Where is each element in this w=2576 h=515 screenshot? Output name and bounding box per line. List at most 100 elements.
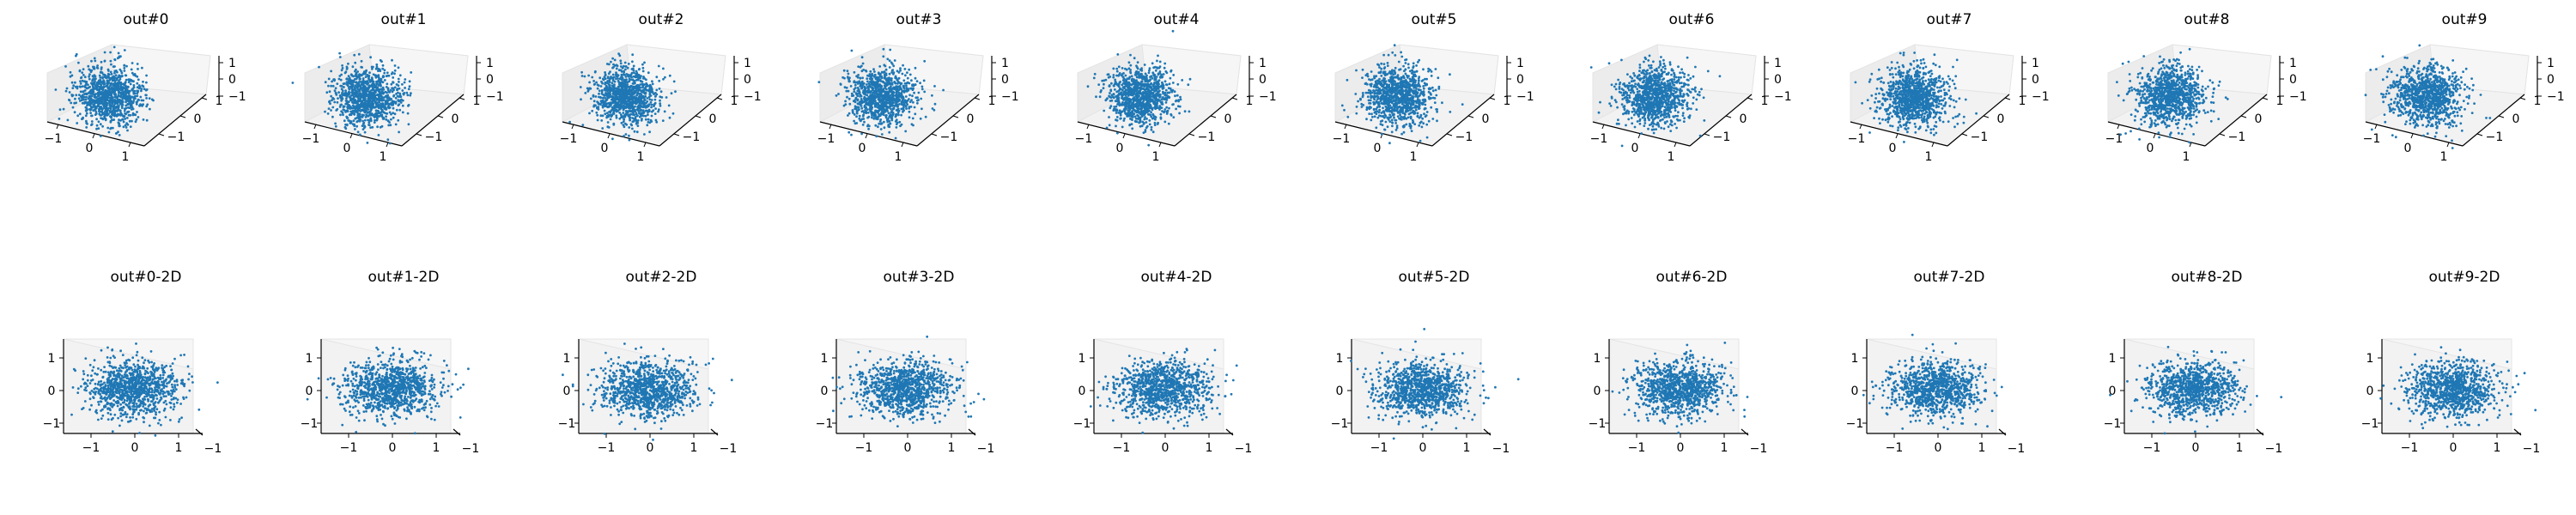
data-point <box>79 80 82 83</box>
data-point <box>404 78 407 81</box>
data-point <box>108 104 112 106</box>
data-point <box>386 119 390 123</box>
y-tick-mark <box>931 133 938 136</box>
data-point <box>111 99 114 102</box>
data-point <box>635 114 639 118</box>
data-point <box>89 97 92 100</box>
data-point <box>660 96 664 99</box>
data-point <box>1164 101 1168 104</box>
data-point <box>1113 106 1116 108</box>
data-point <box>408 85 411 88</box>
data-point <box>95 118 98 121</box>
data-point <box>1117 92 1121 95</box>
x-tick-mark <box>313 124 317 130</box>
data-point <box>902 79 906 82</box>
data-point <box>888 72 891 76</box>
z-tick-label: −1 <box>228 90 246 104</box>
data-point <box>628 126 631 129</box>
data-point <box>345 100 349 104</box>
z-tick-label: 0 <box>1259 73 1267 87</box>
data-point <box>364 110 368 113</box>
data-point <box>857 74 860 76</box>
data-point <box>853 80 856 82</box>
data-point <box>855 81 859 84</box>
data-point <box>907 88 910 92</box>
data-point <box>82 102 86 105</box>
data-point <box>354 75 357 77</box>
x-axis-line <box>46 121 145 147</box>
data-point <box>636 83 640 87</box>
data-point <box>112 84 115 88</box>
data-point <box>398 103 401 106</box>
data-point <box>605 94 609 98</box>
x-tick-mark <box>901 142 904 148</box>
data-point <box>94 75 97 78</box>
data-point <box>382 91 386 94</box>
data-point <box>580 70 583 74</box>
data-point <box>117 84 120 88</box>
data-point <box>884 108 888 111</box>
data-point <box>623 105 626 108</box>
x-tick-mark <box>865 133 868 139</box>
data-point <box>340 88 343 91</box>
data-point <box>401 104 404 107</box>
data-point <box>599 114 603 118</box>
data-point <box>867 87 870 90</box>
data-point <box>392 103 394 106</box>
data-point <box>635 108 639 111</box>
x-tick-label: −1 <box>1075 132 1093 146</box>
data-point <box>125 93 127 96</box>
data-point <box>906 76 909 80</box>
data-point <box>613 92 617 94</box>
data-point <box>620 113 623 117</box>
data-point <box>352 119 355 123</box>
data-point <box>383 69 386 72</box>
z-tick-label: 0 <box>1001 73 1009 87</box>
data-point <box>899 67 902 70</box>
data-point <box>102 96 105 100</box>
data-point <box>869 74 872 77</box>
data-point <box>356 119 360 123</box>
y-tick-label: 0 <box>194 112 202 126</box>
data-point <box>139 95 143 99</box>
data-point <box>125 100 128 104</box>
data-point <box>349 112 352 116</box>
data-point <box>102 79 106 82</box>
data-point <box>588 112 591 115</box>
x-tick-mark <box>1158 142 1162 148</box>
data-point <box>401 82 404 86</box>
data-point <box>113 70 117 73</box>
data-point <box>125 126 128 129</box>
data-point <box>117 112 120 116</box>
data-point <box>904 105 908 108</box>
data-point <box>94 108 97 112</box>
data-point <box>145 118 149 122</box>
data-point <box>407 104 410 106</box>
data-point <box>888 119 891 123</box>
data-point <box>914 83 917 86</box>
data-point <box>1124 74 1127 77</box>
data-point <box>106 126 110 130</box>
data-point <box>904 74 907 77</box>
data-point <box>345 67 349 70</box>
data-point <box>1131 93 1134 96</box>
data-point <box>340 69 343 72</box>
data-point <box>391 71 394 74</box>
data-point <box>619 93 622 96</box>
data-point <box>103 51 106 54</box>
data-point <box>330 109 332 112</box>
data-point <box>910 79 913 82</box>
data-point <box>109 97 112 100</box>
data-point <box>933 102 937 106</box>
data-point <box>629 118 631 122</box>
data-point <box>106 102 108 106</box>
data-point <box>99 135 102 137</box>
data-point <box>609 118 612 121</box>
data-point <box>885 82 889 85</box>
data-point <box>900 82 903 85</box>
data-point <box>900 96 903 100</box>
data-point <box>121 118 125 121</box>
data-point <box>101 124 104 128</box>
data-point <box>867 96 871 100</box>
